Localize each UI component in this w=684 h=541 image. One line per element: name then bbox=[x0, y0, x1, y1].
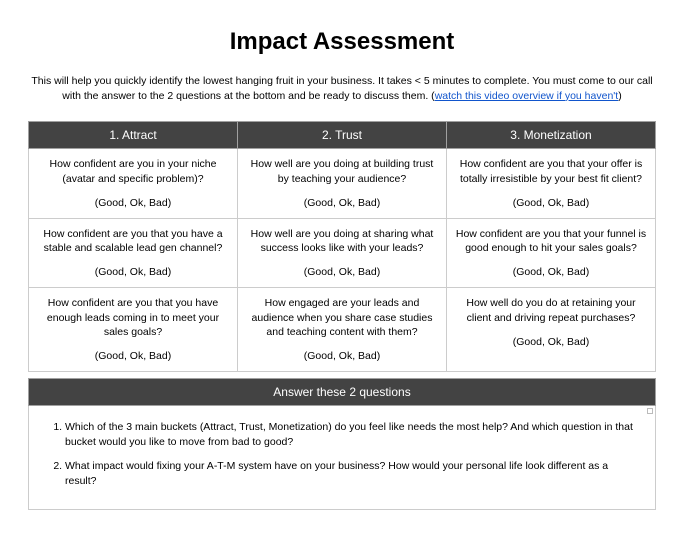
questions-list: Which of the 3 main buckets (Attract, Tr… bbox=[43, 420, 641, 489]
table-row: How confident are you that you have a st… bbox=[29, 218, 656, 288]
cell-scale: (Good, Ok, Bad) bbox=[453, 196, 649, 210]
intro-text-suffix: ) bbox=[618, 90, 622, 102]
cell-question: How well do you do at retaining your cli… bbox=[453, 296, 649, 324]
cell-scale: (Good, Ok, Bad) bbox=[244, 265, 440, 279]
cell-trust-2: How well are you doing at sharing what s… bbox=[238, 218, 447, 288]
cell-question: How confident are you that your funnel i… bbox=[453, 227, 649, 255]
table-row: How confident are you in your niche (ava… bbox=[29, 149, 656, 219]
cell-attract-1: How confident are you in your niche (ava… bbox=[29, 149, 238, 219]
column-header-trust: 2. Trust bbox=[238, 122, 447, 149]
cell-question: How well are you doing at building trust… bbox=[244, 157, 440, 185]
cell-scale: (Good, Ok, Bad) bbox=[453, 335, 649, 349]
intro-paragraph: This will help you quickly identify the … bbox=[28, 74, 656, 103]
cell-scale: (Good, Ok, Bad) bbox=[35, 196, 231, 210]
questions-header-bar: Answer these 2 questions bbox=[28, 378, 656, 406]
cell-monetization-3: How well do you do at retaining your cli… bbox=[447, 288, 656, 372]
table-row: How confident are you that you have enou… bbox=[29, 288, 656, 372]
cell-question: How well are you doing at sharing what s… bbox=[244, 227, 440, 255]
cell-question: How engaged are your leads and audience … bbox=[244, 296, 440, 339]
cell-trust-1: How well are you doing at building trust… bbox=[238, 149, 447, 219]
column-header-monetization: 3. Monetization bbox=[447, 122, 656, 149]
cell-scale: (Good, Ok, Bad) bbox=[35, 265, 231, 279]
question-2: What impact would fixing your A-T-M syst… bbox=[65, 459, 641, 488]
cell-scale: (Good, Ok, Bad) bbox=[453, 265, 649, 279]
cell-trust-3: How engaged are your leads and audience … bbox=[238, 288, 447, 372]
cell-scale: (Good, Ok, Bad) bbox=[244, 349, 440, 363]
page-title: Impact Assessment bbox=[28, 28, 656, 56]
cell-question: How confident are you that your offer is… bbox=[453, 157, 649, 185]
cell-scale: (Good, Ok, Bad) bbox=[35, 349, 231, 363]
cell-monetization-2: How confident are you that your funnel i… bbox=[447, 218, 656, 288]
cell-attract-2: How confident are you that you have a st… bbox=[29, 218, 238, 288]
column-header-attract: 1. Attract bbox=[29, 122, 238, 149]
video-overview-link[interactable]: watch this video overview if you haven't bbox=[435, 90, 619, 102]
cell-scale: (Good, Ok, Bad) bbox=[244, 196, 440, 210]
cell-question: How confident are you that you have enou… bbox=[35, 296, 231, 339]
questions-box: Which of the 3 main buckets (Attract, Tr… bbox=[28, 406, 656, 510]
resize-handle-icon bbox=[647, 408, 653, 414]
cell-attract-3: How confident are you that you have enou… bbox=[29, 288, 238, 372]
question-1: Which of the 3 main buckets (Attract, Tr… bbox=[65, 420, 641, 449]
assessment-table: 1. Attract 2. Trust 3. Monetization How … bbox=[28, 121, 656, 372]
cell-question: How confident are you in your niche (ava… bbox=[35, 157, 231, 185]
cell-question: How confident are you that you have a st… bbox=[35, 227, 231, 255]
cell-monetization-1: How confident are you that your offer is… bbox=[447, 149, 656, 219]
